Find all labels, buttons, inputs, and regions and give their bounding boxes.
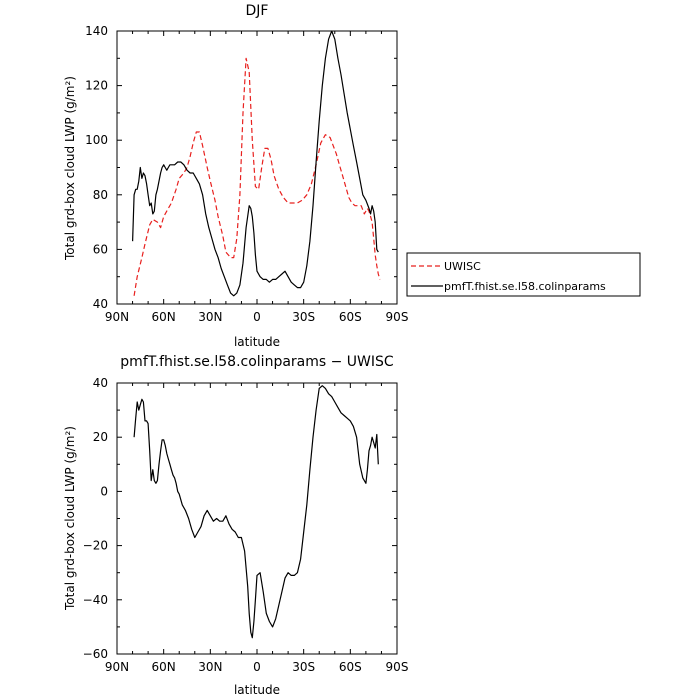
top-y-tick-label: 40	[93, 297, 108, 311]
bottom-y-tick-label: −40	[83, 593, 108, 607]
top-series-line-0	[133, 57, 381, 296]
bottom-x-axis-title: latitude	[234, 683, 280, 697]
bottom-x-tick-label: 30S	[292, 660, 315, 674]
top-series-line-1	[132, 30, 379, 297]
legend-box	[406, 252, 641, 297]
bottom-x-tick-label: 60N	[152, 660, 176, 674]
bottom-y-tick-label: −20	[83, 539, 108, 553]
top-plot-frame	[116, 30, 398, 305]
top-x-tick-label: 90N	[105, 310, 129, 324]
top-x-tick-label: 0	[253, 310, 261, 324]
top-x-axis-title: latitude	[234, 335, 280, 349]
bottom-x-tick-label: 30N	[198, 660, 222, 674]
bottom-panel: pmfT.fhist.se.l58.colinparams − UWISC To…	[63, 354, 408, 697]
bottom-panel-title: pmfT.fhist.se.l58.colinparams − UWISC	[120, 354, 394, 370]
top-y-tick-label: 120	[85, 79, 108, 93]
top-x-tick-label: 60N	[152, 310, 176, 324]
top-x-tick-label: 30S	[292, 310, 315, 324]
bottom-series-line-0	[133, 385, 379, 639]
bottom-x-tick-label: 60S	[339, 660, 362, 674]
bottom-plot-frame	[116, 382, 398, 655]
bottom-y-tick-label: 20	[93, 430, 108, 444]
top-x-tick-label: 60S	[339, 310, 362, 324]
bottom-y-tick-label: 40	[93, 376, 108, 390]
bottom-x-tick-label: 0	[253, 660, 261, 674]
top-y-tick-label: 80	[93, 188, 108, 202]
bottom-x-tick-label: 90S	[386, 660, 409, 674]
top-y-tick-label: 60	[93, 242, 108, 256]
top-x-tick-label: 30N	[198, 310, 222, 324]
legend-label-uwisc: UWISC	[444, 260, 481, 273]
top-plot-area: 90N 60N 30N 0 30S 60S 90S 40 60 80 100 120 140	[85, 24, 408, 324]
bottom-x-tick-label: 90N	[105, 660, 129, 674]
legend-label-model: pmfT.fhist.se.l58.colinparams	[444, 280, 606, 293]
top-y-axis-title: Total grd-box cloud LWP (g/m²)	[63, 76, 77, 261]
legend: UWISC pmfT.fhist.se.l58.colinparams	[406, 252, 641, 297]
top-y-tick-label: 100	[85, 133, 108, 147]
bottom-y-axis-title: Total grd-box cloud LWP (g/m²)	[63, 426, 77, 611]
top-x-tick-label: 90S	[386, 310, 409, 324]
bottom-y-tick-label: 0	[100, 484, 108, 498]
top-y-tick-label: 140	[85, 24, 108, 38]
bottom-plot-area: 90N 60N 30N 0 30S 60S 90S −60 −40 −20 0 20 40	[83, 376, 409, 674]
top-panel-title: DJF	[246, 3, 269, 19]
top-panel: DJF Total grd-box cloud LWP (g/m²) latit…	[63, 3, 641, 349]
bottom-y-tick-label: −60	[83, 647, 108, 661]
